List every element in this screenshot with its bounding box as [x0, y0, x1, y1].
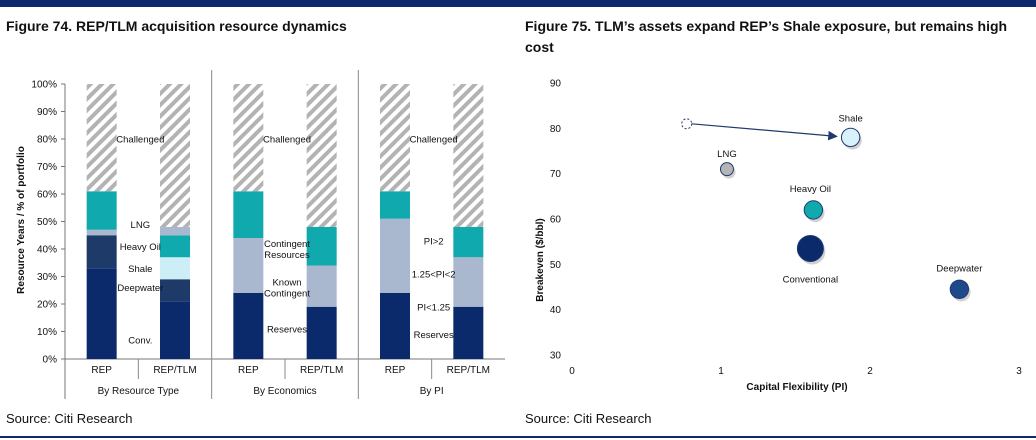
y-axis-label: Breakeven ($/bbl)	[535, 218, 546, 301]
x-tick-label: REP	[238, 365, 259, 376]
group-label: By PI	[420, 386, 444, 397]
bar-segment-1-25-pi-2	[380, 218, 410, 293]
bar-segment-challenged	[453, 84, 484, 227]
segment-label: Deepwater	[117, 283, 163, 294]
bar-segment-known-contingent	[306, 265, 337, 307]
x-tick-label: REP	[91, 365, 112, 376]
segment-label: LNG	[131, 220, 151, 231]
bar-segment-pi-2	[453, 227, 484, 258]
segment-label: Contingent	[264, 289, 310, 300]
top-rule	[0, 0, 1036, 7]
y-tick-label: 0%	[43, 355, 58, 366]
y-tick-label: 20%	[37, 300, 57, 311]
bubble-lng	[719, 162, 734, 177]
bar-segment-conv-	[86, 268, 117, 359]
segment-label: Resources	[264, 250, 310, 261]
y-tick-label: 50	[550, 260, 562, 271]
bubble-conventional	[796, 234, 824, 262]
bubble-deepwater	[949, 279, 970, 299]
bubble-label: LNG	[717, 149, 737, 160]
y-tick-label: 30%	[37, 272, 57, 283]
bar-segment-reserves	[233, 293, 264, 359]
segment-label: Conv.	[128, 335, 152, 346]
segment-label: 1.25<PI<2	[412, 269, 456, 280]
y-tick-label: 40%	[37, 245, 57, 256]
bar-segment-reserves	[306, 306, 337, 359]
bottom-rule	[0, 436, 1036, 438]
group-label: By Economics	[253, 386, 316, 397]
x-tick-label: 0	[569, 366, 575, 377]
x-tick-label: REP/TLM	[300, 365, 343, 376]
y-tick-label: 70%	[37, 162, 57, 173]
figure75-chart: Breakeven ($/bbl) Capital Flexibility (P…	[535, 79, 1022, 394]
segment-label: Known	[272, 278, 301, 289]
bar-segment-challenged	[86, 84, 117, 192]
y-tick-label: 10%	[37, 327, 57, 338]
x-tick-label: REP/TLM	[447, 365, 490, 376]
bar-segment-contingent-resources	[233, 191, 264, 238]
bubble-heavy-oil	[803, 200, 824, 220]
figure74-source: Source: Citi Research	[6, 411, 133, 426]
y-tick-label: 60	[550, 215, 562, 226]
bar-segment-shale	[160, 257, 190, 280]
x-tick-label: 1	[718, 366, 724, 377]
bar-segment-deepwater	[160, 279, 190, 302]
figure74-chart: Resource Years / % of portfolio 0% 10% 20%…	[16, 70, 505, 399]
x-axis-label: Capital Flexibility (PI)	[746, 382, 847, 393]
group-label: By Resource Type	[98, 386, 180, 397]
segment-label: PI<1.25	[417, 302, 450, 313]
bar-segment-heavy-oil	[160, 235, 190, 258]
bar-segment-deepwater	[86, 235, 117, 269]
y-tick-label: 80	[550, 124, 562, 135]
figure75-source: Source: Citi Research	[525, 411, 652, 426]
y-tick-label: 80%	[37, 135, 57, 146]
bar-segment-pi-2	[380, 191, 410, 219]
bubble-label: Conventional	[783, 274, 838, 285]
bar-segment-segment	[86, 191, 117, 230]
segment-label: Challenged	[410, 135, 458, 146]
y-tick-label: 30	[550, 351, 562, 362]
bar-segment-contingent-resources	[306, 227, 337, 266]
segment-label: Reserves	[267, 324, 307, 335]
bar-segment-challenged	[233, 84, 264, 192]
segment-label: Heavy Oil	[120, 242, 161, 253]
segment-label: Challenged	[116, 135, 164, 146]
y-tick-label: 70	[550, 169, 562, 180]
x-tick-label: 3	[1016, 366, 1022, 377]
bar-segment-pi-1-25	[453, 306, 484, 359]
bubble-label: Shale	[838, 113, 862, 124]
y-tick-label: 90%	[37, 107, 57, 118]
x-tick-label: REP	[385, 365, 406, 376]
bar-segment-pi-1-25	[380, 293, 410, 359]
bar-segment-challenged	[380, 84, 410, 192]
x-tick-label: 2	[867, 366, 873, 377]
y-tick-label: 60%	[37, 190, 57, 201]
shift-arrow	[691, 123, 838, 141]
arrow-origin	[681, 118, 693, 130]
segment-label: Contingent	[264, 239, 310, 250]
x-tick-label: REP/TLM	[153, 365, 196, 376]
bar-segment-challenged	[306, 84, 337, 227]
y-tick-label: 100%	[31, 80, 57, 91]
segment-label: Reserves	[414, 330, 454, 341]
segment-label: Shale	[128, 264, 152, 275]
y-tick-label: 40	[550, 305, 562, 316]
bubble-label: Deepwater	[936, 263, 982, 274]
segment-label: Challenged	[263, 135, 311, 146]
bar-segment-challenged	[160, 84, 190, 227]
segment-label: PI>2	[424, 236, 444, 247]
y-axis-label: Resource Years / % of portfolio	[16, 146, 27, 294]
bar-segment-known-contingent	[233, 238, 264, 293]
bar-segment-lng	[86, 229, 117, 236]
y-tick-label: 90	[550, 79, 562, 90]
bar-segment-lng	[160, 227, 190, 236]
figure75-title: Figure 75. TLM’s assets expand REP’s Sha…	[525, 18, 1008, 55]
figure74-title: Figure 74. REP/TLM acquisition resource …	[6, 18, 347, 34]
bubble-shale	[840, 127, 861, 148]
bar-segment-conv-	[160, 301, 190, 359]
y-tick-label: 50%	[37, 217, 57, 228]
bar-segment-1-25-pi-2	[453, 257, 484, 307]
bubble-label: Heavy Oil	[790, 184, 831, 195]
